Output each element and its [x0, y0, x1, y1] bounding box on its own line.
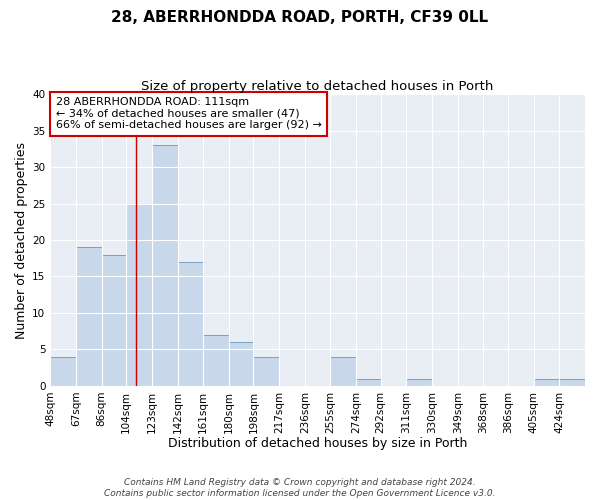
Text: Contains HM Land Registry data © Crown copyright and database right 2024.
Contai: Contains HM Land Registry data © Crown c… — [104, 478, 496, 498]
Bar — [356, 378, 380, 386]
Bar — [203, 335, 229, 386]
Bar — [76, 248, 102, 386]
Text: 28, ABERRHONDDA ROAD, PORTH, CF39 0LL: 28, ABERRHONDDA ROAD, PORTH, CF39 0LL — [112, 10, 488, 25]
X-axis label: Distribution of detached houses by size in Porth: Distribution of detached houses by size … — [168, 437, 467, 450]
Bar — [331, 356, 356, 386]
Title: Size of property relative to detached houses in Porth: Size of property relative to detached ho… — [142, 80, 494, 93]
Bar — [559, 378, 585, 386]
Bar — [50, 356, 76, 386]
Bar — [126, 204, 152, 386]
Text: 28 ABERRHONDDA ROAD: 111sqm
← 34% of detached houses are smaller (47)
66% of sem: 28 ABERRHONDDA ROAD: 111sqm ← 34% of det… — [56, 97, 322, 130]
Bar — [229, 342, 253, 386]
Y-axis label: Number of detached properties: Number of detached properties — [15, 142, 28, 338]
Bar — [253, 356, 279, 386]
Bar — [406, 378, 432, 386]
Bar — [152, 145, 178, 386]
Bar — [533, 378, 559, 386]
Bar — [102, 254, 126, 386]
Bar — [178, 262, 203, 386]
